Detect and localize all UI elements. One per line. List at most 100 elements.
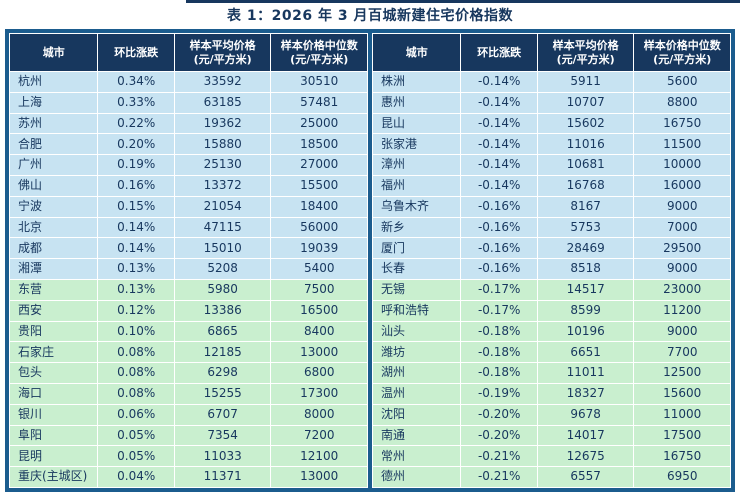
city-cell: 厦门 <box>371 237 462 260</box>
table-row: 德州 -0.21% 6557 6950 <box>371 466 731 488</box>
table-row: 沈阳 -0.20% 9678 11000 <box>371 403 731 426</box>
median-price-cell: 15600 <box>633 382 731 405</box>
change-cell: -0.18% <box>460 320 538 343</box>
change-cell: 0.34% <box>97 71 175 93</box>
table-row: 湘潭 0.13% 5208 5400 <box>8 258 368 280</box>
table-panel: 城市 环比涨跌 样本平均价格 (元/平方米) 样本价格中位数 (元/平方米) 杭州 0… <box>5 29 735 492</box>
change-cell: -0.16% <box>460 258 538 280</box>
col-header-avg-price: 样本平均价格 (元/平方米) <box>173 33 272 72</box>
col-header-change: 环比涨跌 <box>97 33 175 72</box>
city-cell: 西安 <box>8 299 99 322</box>
city-cell: 宁波 <box>8 195 99 218</box>
median-price-cell: 7500 <box>270 278 368 301</box>
city-cell: 漳州 <box>371 154 462 176</box>
avg-price-cell: 13386 <box>173 299 272 322</box>
avg-price-cell: 12185 <box>173 341 272 364</box>
avg-price-cell: 6557 <box>536 466 635 488</box>
avg-price-cell: 15255 <box>173 382 272 405</box>
table-row: 新乡 -0.16% 5753 7000 <box>371 216 731 239</box>
left-price-table: 城市 环比涨跌 样本平均价格 (元/平方米) 样本价格中位数 (元/平方米) 杭州 0… <box>8 33 368 488</box>
change-cell: 0.13% <box>97 278 175 301</box>
city-cell: 福州 <box>371 174 462 197</box>
avg-price-cell: 10681 <box>536 154 635 176</box>
median-price-cell: 9000 <box>633 320 731 343</box>
avg-price-cell: 47115 <box>173 216 272 239</box>
change-cell: -0.14% <box>460 112 538 135</box>
change-cell: 0.04% <box>97 466 175 488</box>
change-cell: 0.22% <box>97 112 175 135</box>
table-title: 表 1：2026 年 3 月百城新建住宅价格指数 <box>227 7 513 24</box>
change-cell: -0.20% <box>460 403 538 426</box>
median-price-cell: 27000 <box>270 154 368 176</box>
city-cell: 阜阳 <box>8 424 99 447</box>
median-price-cell: 13000 <box>270 466 368 488</box>
table-row: 株洲 -0.14% 5911 5600 <box>371 71 731 93</box>
city-cell: 无锡 <box>371 278 462 301</box>
median-price-cell: 5400 <box>270 258 368 280</box>
table-row: 上海 0.33% 63185 57481 <box>8 91 368 114</box>
avg-price-cell: 7354 <box>173 424 272 447</box>
median-price-cell: 11500 <box>633 133 731 156</box>
table-row: 贵阳 0.10% 6865 8400 <box>8 320 368 343</box>
change-cell: 0.13% <box>97 258 175 280</box>
avg-price-cell: 6707 <box>173 403 272 426</box>
city-cell: 温州 <box>371 382 462 405</box>
median-price-cell: 18400 <box>270 195 368 218</box>
median-price-cell: 9000 <box>633 258 731 280</box>
col-header-median-price: 样本价格中位数 (元/平方米) <box>270 33 368 72</box>
city-cell: 石家庄 <box>8 341 99 364</box>
median-price-cell: 19039 <box>270 237 368 260</box>
table-row: 阜阳 0.05% 7354 7200 <box>8 424 368 447</box>
change-cell: 0.20% <box>97 133 175 156</box>
avg-price-cell: 6865 <box>173 320 272 343</box>
change-cell: -0.16% <box>460 195 538 218</box>
change-cell: 0.16% <box>97 174 175 197</box>
change-cell: -0.14% <box>460 91 538 114</box>
table-row: 包头 0.08% 6298 6800 <box>8 362 368 384</box>
median-price-cell: 7700 <box>633 341 731 364</box>
table-row: 常州 -0.21% 12675 16750 <box>371 445 731 468</box>
avg-price-cell: 33592 <box>173 71 272 93</box>
change-cell: -0.14% <box>460 174 538 197</box>
change-cell: -0.17% <box>460 278 538 301</box>
median-price-cell: 12100 <box>270 445 368 468</box>
avg-price-cell: 13372 <box>173 174 272 197</box>
median-price-cell: 25000 <box>270 112 368 135</box>
change-cell: -0.16% <box>460 216 538 239</box>
col-header-median-price: 样本价格中位数 (元/平方米) <box>633 33 731 72</box>
change-cell: 0.19% <box>97 154 175 176</box>
change-cell: 0.06% <box>97 403 175 426</box>
col-header-city: 城市 <box>371 33 462 72</box>
median-price-cell: 18500 <box>270 133 368 156</box>
city-cell: 湘潭 <box>8 258 99 280</box>
change-cell: -0.20% <box>460 424 538 447</box>
city-cell: 合肥 <box>8 133 99 156</box>
city-cell: 贵阳 <box>8 320 99 343</box>
median-price-cell: 6950 <box>633 466 731 488</box>
median-price-cell: 8400 <box>270 320 368 343</box>
avg-price-cell: 5911 <box>536 71 635 93</box>
table-row: 潍坊 -0.18% 6651 7700 <box>371 341 731 364</box>
change-cell: 0.05% <box>97 424 175 447</box>
city-cell: 长春 <box>371 258 462 280</box>
table-row: 杭州 0.34% 33592 30510 <box>8 71 368 93</box>
change-cell: 0.10% <box>97 320 175 343</box>
city-cell: 昆明 <box>8 445 99 468</box>
right-price-table: 城市 环比涨跌 样本平均价格 (元/平方米) 样本价格中位数 (元/平方米) 株洲 -… <box>371 33 731 488</box>
city-cell: 呼和浩特 <box>371 299 462 322</box>
city-cell: 杭州 <box>8 71 99 93</box>
table-row: 温州 -0.19% 18327 15600 <box>371 382 731 405</box>
avg-price-cell: 8599 <box>536 299 635 322</box>
city-cell: 昆山 <box>371 112 462 135</box>
avg-price-cell: 63185 <box>173 91 272 114</box>
median-price-cell: 17500 <box>633 424 731 447</box>
change-cell: 0.08% <box>97 362 175 384</box>
table-row: 苏州 0.22% 19362 25000 <box>8 112 368 135</box>
table-row: 惠州 -0.14% 10707 8800 <box>371 91 731 114</box>
table-row: 乌鲁木齐 -0.16% 8167 9000 <box>371 195 731 218</box>
avg-price-cell: 16768 <box>536 174 635 197</box>
median-price-cell: 29500 <box>633 237 731 260</box>
change-cell: -0.19% <box>460 382 538 405</box>
median-price-cell: 6800 <box>270 362 368 384</box>
avg-price-cell: 14017 <box>536 424 635 447</box>
